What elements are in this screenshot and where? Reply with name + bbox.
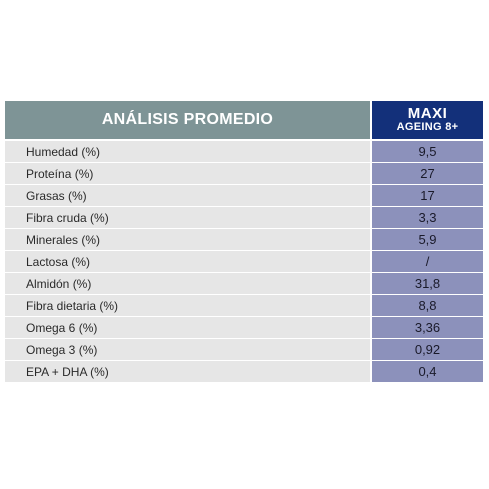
row-label: Omega 3 (%) [5,339,370,360]
product-name: MAXI [407,105,448,123]
product-variant: AGEING 8+ [396,121,459,134]
table-row: Omega 6 (%) 3,36 [5,317,483,338]
table-row: Omega 3 (%) 0,92 [5,339,483,360]
row-divider [370,141,372,162]
table-row: EPA + DHA (%) 0,4 [5,361,483,382]
row-divider [370,185,372,206]
row-label: Grasas (%) [5,185,370,206]
row-value: 9,5 [372,141,483,162]
row-divider [370,229,372,250]
row-divider [370,339,372,360]
table-row: Fibra dietaria (%) 8,8 [5,295,483,316]
row-divider [370,207,372,228]
row-value: 31,8 [372,273,483,294]
row-value: 3,36 [372,317,483,338]
row-divider [370,295,372,316]
table-row: Almidón (%) 31,8 [5,273,483,294]
row-label: Fibra dietaria (%) [5,295,370,316]
row-label: Proteína (%) [5,163,370,184]
row-label: Omega 6 (%) [5,317,370,338]
table-row: Humedad (%) 9,5 [5,141,483,162]
row-label: Almidón (%) [5,273,370,294]
table-row: Fibra cruda (%) 3,3 [5,207,483,228]
row-value: 8,8 [372,295,483,316]
row-label: Minerales (%) [5,229,370,250]
row-label: EPA + DHA (%) [5,361,370,382]
row-divider [370,361,372,382]
table-body: Humedad (%) 9,5 Proteína (%) 27 Grasas (… [5,141,483,382]
row-value: 17 [372,185,483,206]
row-label: Lactosa (%) [5,251,370,272]
row-value: 0,92 [372,339,483,360]
row-label: Humedad (%) [5,141,370,162]
row-value: 5,9 [372,229,483,250]
table-row: Minerales (%) 5,9 [5,229,483,250]
row-label: Fibra cruda (%) [5,207,370,228]
row-value: 3,3 [372,207,483,228]
table-row: Grasas (%) 17 [5,185,483,206]
table-row: Lactosa (%) / [5,251,483,272]
analysis-table: ANÁLISIS PROMEDIO MAXI AGEING 8+ Humedad… [5,101,483,383]
table-title: ANÁLISIS PROMEDIO [5,101,370,139]
row-divider [370,163,372,184]
row-divider [370,317,372,338]
product-header: MAXI AGEING 8+ [372,101,483,139]
row-divider [370,251,372,272]
row-value: 27 [372,163,483,184]
row-value: / [372,251,483,272]
table-row: Proteína (%) 27 [5,163,483,184]
row-value: 0,4 [372,361,483,382]
header-divider [370,101,372,139]
row-divider [370,273,372,294]
table-header: ANÁLISIS PROMEDIO MAXI AGEING 8+ [5,101,483,139]
